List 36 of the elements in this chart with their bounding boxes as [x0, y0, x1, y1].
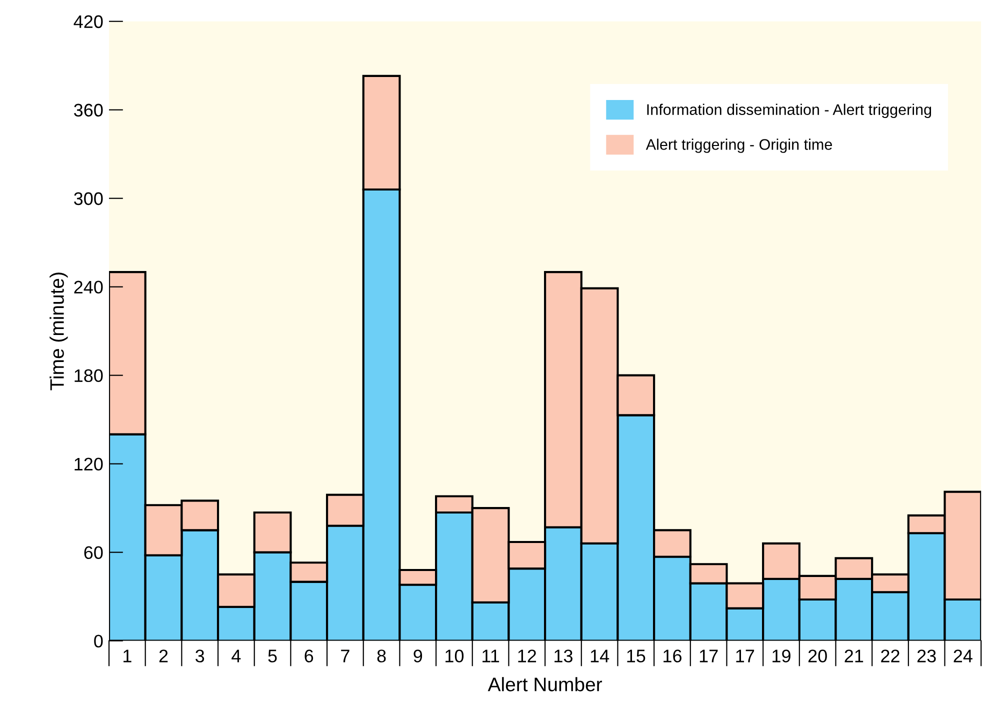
x-tick-label: 7	[341, 650, 350, 662]
x-tick-label: 17	[700, 650, 718, 662]
y-tick-label: 120	[74, 458, 103, 471]
x-tick-label: 14	[590, 650, 610, 662]
x-tick-label: 13	[554, 650, 572, 662]
x-tick-label: 17	[736, 650, 754, 662]
x-tick-label: 11	[482, 650, 500, 662]
x-tick-label: 10	[446, 650, 464, 662]
x-tick-label: 3	[196, 650, 204, 662]
y-axis-title: Time (minute)	[50, 272, 68, 390]
x-tick-label: 2	[159, 650, 168, 662]
x-tick-label: 21	[844, 650, 864, 662]
x-axis-title: Alert Number	[488, 677, 602, 692]
x-tick-label: 19	[772, 650, 790, 662]
y-tick-label: 240	[74, 280, 103, 294]
y-tick-label: 420	[74, 15, 103, 28]
x-tick-label: 8	[377, 650, 386, 662]
x-tick-label: 16	[664, 650, 682, 662]
legend-label: Alert triggering - Origin time	[646, 138, 832, 153]
x-tick-label: 20	[808, 650, 827, 662]
x-tick-label: 5	[268, 650, 277, 662]
x-tick-label: 15	[627, 650, 646, 662]
x-tick-label: 12	[518, 650, 536, 662]
legend-label: Information dissemination - Alert triggering	[647, 104, 932, 118]
y-tick-label: 300	[74, 192, 103, 206]
y-tick-label: 180	[74, 369, 103, 382]
x-tick-label: 23	[917, 650, 936, 662]
x-tick-label: 24	[954, 650, 972, 662]
x-tick-label: 6	[304, 650, 314, 662]
y-tick-label: 60	[84, 546, 103, 560]
x-tick-label: 9	[414, 650, 422, 662]
y-tick-label: 360	[74, 104, 103, 117]
x-tick-label: 4	[232, 650, 241, 662]
x-tick-label: 22	[881, 650, 900, 662]
y-tick-label: 0	[94, 634, 103, 648]
x-tick-label: 1	[124, 650, 132, 662]
